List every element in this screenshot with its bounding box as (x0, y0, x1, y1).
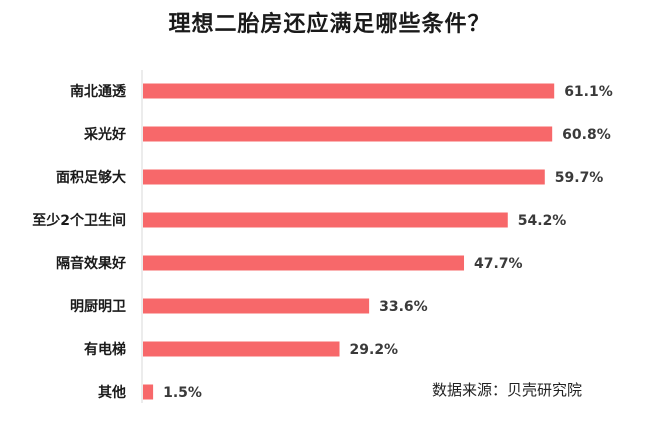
value-label: 60.8% (562, 127, 611, 143)
category-label: 面积足够大 (56, 169, 126, 186)
bar (143, 212, 508, 228)
value-label: 33.6% (379, 299, 428, 315)
bar (143, 126, 553, 142)
category-label: 南北通透 (70, 83, 127, 100)
bar (143, 169, 545, 185)
value-label: 1.5% (163, 385, 202, 401)
value-label: 29.2% (350, 342, 399, 358)
bar (143, 83, 555, 99)
bar (143, 298, 370, 314)
value-label: 54.2% (518, 213, 567, 229)
bar (143, 384, 154, 400)
category-label: 隔音效果好 (56, 255, 126, 272)
bar (143, 341, 340, 357)
category-label: 明厨明卫 (70, 299, 126, 315)
category-label: 其他 (98, 384, 126, 401)
category-label: 采光好 (83, 126, 126, 143)
value-label: 47.7% (474, 256, 523, 272)
source-note: 数据来源：贝壳研究院 (432, 381, 583, 399)
bar (143, 255, 465, 271)
category-label: 有电梯 (84, 341, 126, 358)
value-label: 61.1% (564, 84, 613, 100)
value-label: 59.7% (555, 170, 604, 186)
chart-title: 理想二胎房还应满足哪些条件？ (168, 12, 491, 37)
category-label: 至少2个卫生间 (32, 212, 126, 229)
